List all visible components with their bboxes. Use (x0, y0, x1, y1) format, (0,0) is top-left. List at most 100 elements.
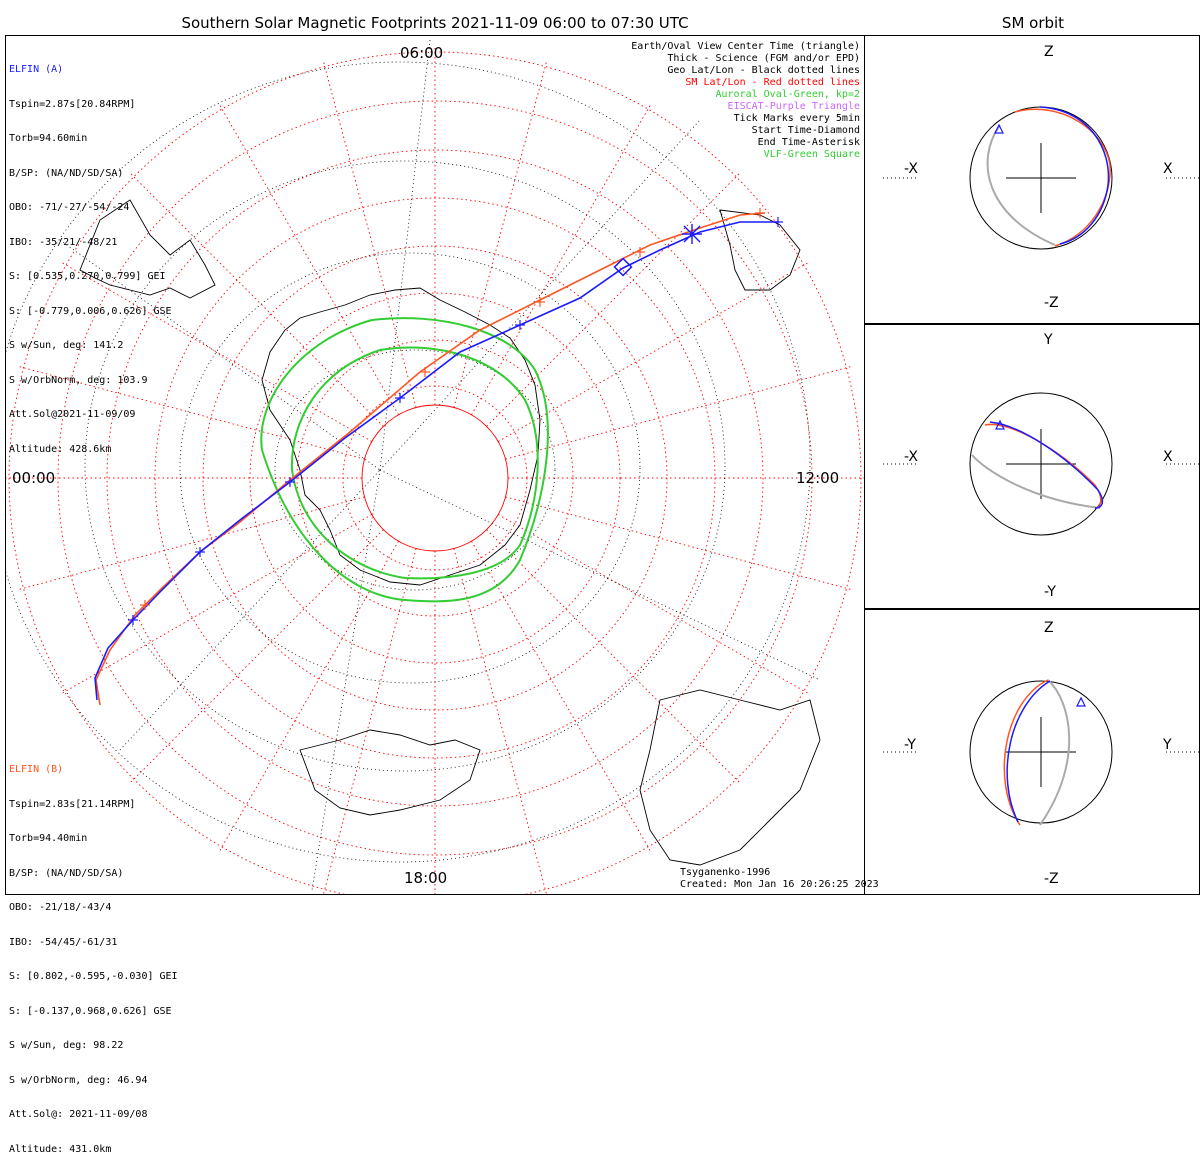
legend-item: VLF-Green Square (763, 149, 860, 160)
main-title: Southern Solar Magnetic Footprints 2021-… (181, 14, 689, 32)
elfin-a-line: S: [0.535,0.270,0.799] GEI (9, 271, 166, 282)
geo-grid (6, 39, 821, 891)
elfin-b-line: S w/OrbNorm, deg: 46.94 (9, 1074, 148, 1086)
sm-panel-1-top: Z (1044, 44, 1054, 60)
legend: Earth/Oval View Center Time (triangle) T… (631, 41, 860, 161)
geo-meridian (379, 469, 821, 681)
elfin-a-line: S w/OrbNorm, deg: 103.9 (9, 374, 148, 386)
orbit-b (1003, 679, 1049, 826)
sm-lat-circle (106, 149, 764, 807)
sm-panel-2-bottom: -Y (1044, 584, 1056, 600)
legend-item: Earth/Oval View Center Time (triangle) (631, 41, 860, 52)
credit-model: Tsyganenko-1996 (680, 867, 771, 878)
sm-panel-3-right: Y (1163, 737, 1172, 753)
sm-pole-circle (361, 404, 509, 552)
sm-longitude-line (19, 366, 365, 460)
sm-longitude-line (497, 514, 808, 694)
legend-item: SM Lat/Lon - Red dotted lines (685, 77, 860, 88)
elfin-a-track (94, 221, 778, 701)
elfin-a-line: Att.Sol@2021-11-09/09 (9, 409, 136, 420)
sm-longitude-line (505, 366, 851, 460)
sm-longitude-line (130, 173, 384, 427)
elfin-a-stats: ELFIN (A) Tspin=2.87s[20.84RPM] Torb=94.… (9, 41, 172, 467)
orbit-gray (986, 124, 1056, 246)
elfin-a-end-asterisk (682, 224, 702, 244)
earth-circle (969, 392, 1113, 536)
plot-canvas (6, 39, 1199, 894)
view-center-triangle (995, 419, 1005, 430)
view-center-triangle (994, 123, 1004, 134)
elfin-a-line: B/SP: (NA/ND/SD/SA) (9, 167, 124, 179)
sm-longitude-line (471, 105, 651, 416)
sm-lat-circle (296, 339, 574, 617)
sm-longitude-line (505, 496, 851, 590)
south-america-coast (79, 199, 216, 299)
auroral-oval-outer (260, 317, 549, 603)
legend-item: Tick Marks every 5min (733, 113, 860, 124)
elfin-b-line: Tspin=2.83s[21.14RPM] (9, 798, 136, 810)
legend-item: EISCAT-Purple Triangle (727, 101, 860, 112)
antarctica-coast (261, 287, 541, 586)
sm-panel-2-left: -X (904, 449, 918, 465)
legend-item: Thick - Science (FGM and/or EPD) (667, 53, 860, 64)
view-center-triangle (1076, 696, 1086, 707)
hour-label-right: 12:00 (796, 469, 840, 487)
sm-longitude-line (62, 262, 373, 442)
nz-coast (719, 209, 801, 291)
sm-longitude-line (62, 514, 373, 694)
geo-lat-circle (274, 349, 556, 591)
sm-panel-3-bottom: -Z (1044, 871, 1059, 887)
australia-coast (299, 729, 481, 816)
elfin-a-line: S: [-0.779,0.006,0.626] GSE (9, 305, 172, 317)
sm-lat-circle (8, 51, 862, 894)
hour-label-left: 00:00 (12, 469, 56, 487)
elfin-a-start-diamond (613, 257, 633, 277)
sm-orbit-title: SM orbit (1001, 14, 1065, 32)
geo-lat-circle (179, 252, 641, 684)
elfin-b-name: ELFIN (B) (9, 764, 64, 775)
elfin-b-line: S: [0.802,-0.595,-0.030] GEI (9, 971, 178, 982)
orbit-a (1039, 106, 1110, 245)
orbit-gray (971, 454, 1101, 509)
elfin-a-line: S w/Sun, deg: 141.2 (9, 340, 124, 351)
orbit-a (1006, 680, 1051, 823)
elfin-a-line: OBO: -71/-27/-54/-24 (9, 202, 130, 213)
elfin-a-name: ELFIN (A) (9, 64, 64, 75)
hour-label-bottom: 18:00 (404, 869, 448, 887)
sm-longitude-lines (6, 48, 864, 894)
legend-item: Geo Lat/Lon - Black dotted lines (667, 65, 860, 76)
sm-longitude-line (219, 105, 399, 416)
orbit-a (989, 421, 1104, 509)
sm-lat-circle (57, 100, 813, 856)
geo-meridian (311, 469, 381, 891)
geo-meridian (59, 239, 381, 471)
sm-lat-circle (249, 292, 621, 664)
elfin-b-line: S w/Sun, deg: 98.22 (9, 1040, 124, 1051)
elfin-a-line: Torb=94.60min (9, 133, 88, 144)
coastlines (79, 199, 821, 866)
sm-longitude-line (486, 173, 740, 427)
sm-longitude-line (453, 548, 547, 894)
sm-longitude-line (19, 496, 365, 590)
elfin-b-stats: ELFIN (B) Tspin=2.83s[21.14RPM] Torb=94.… (9, 741, 178, 1167)
elfin-b-line: B/SP: (NA/ND/SD/SA) (9, 867, 124, 879)
legend-item: End Time-Asterisk (757, 137, 860, 148)
elfin-b-track (95, 212, 766, 706)
elfin-a-line: Altitude: 428.6km (9, 443, 112, 455)
orbit-b (1014, 108, 1111, 247)
sm-panel-1-right: X (1163, 161, 1173, 177)
sm-longitude-line (486, 529, 740, 783)
geo-lat-circle (84, 160, 726, 772)
elfin-a-line: Tspin=2.87s[20.84RPM] (9, 98, 136, 110)
sm-panel-3-top: Z (1044, 620, 1054, 636)
legend-item: Start Time-Diamond (751, 125, 860, 136)
sm-panel-2-top: Y (1044, 332, 1053, 348)
geo-lat-circle (6, 61, 811, 863)
sm-longitude-line (323, 62, 417, 408)
auroral-oval-inner (290, 346, 539, 580)
elfin-b-line: OBO: -21/18/-43/4 (9, 902, 112, 913)
hour-label-top: 06:00 (400, 44, 444, 62)
elfin-a-line: IBO: -35/21/-48/21 (9, 236, 118, 248)
credit-created: Created: Mon Jan 16 20:26:25 2023 (680, 879, 879, 890)
elfin-b-line: Altitude: 431.0km (9, 1143, 112, 1155)
